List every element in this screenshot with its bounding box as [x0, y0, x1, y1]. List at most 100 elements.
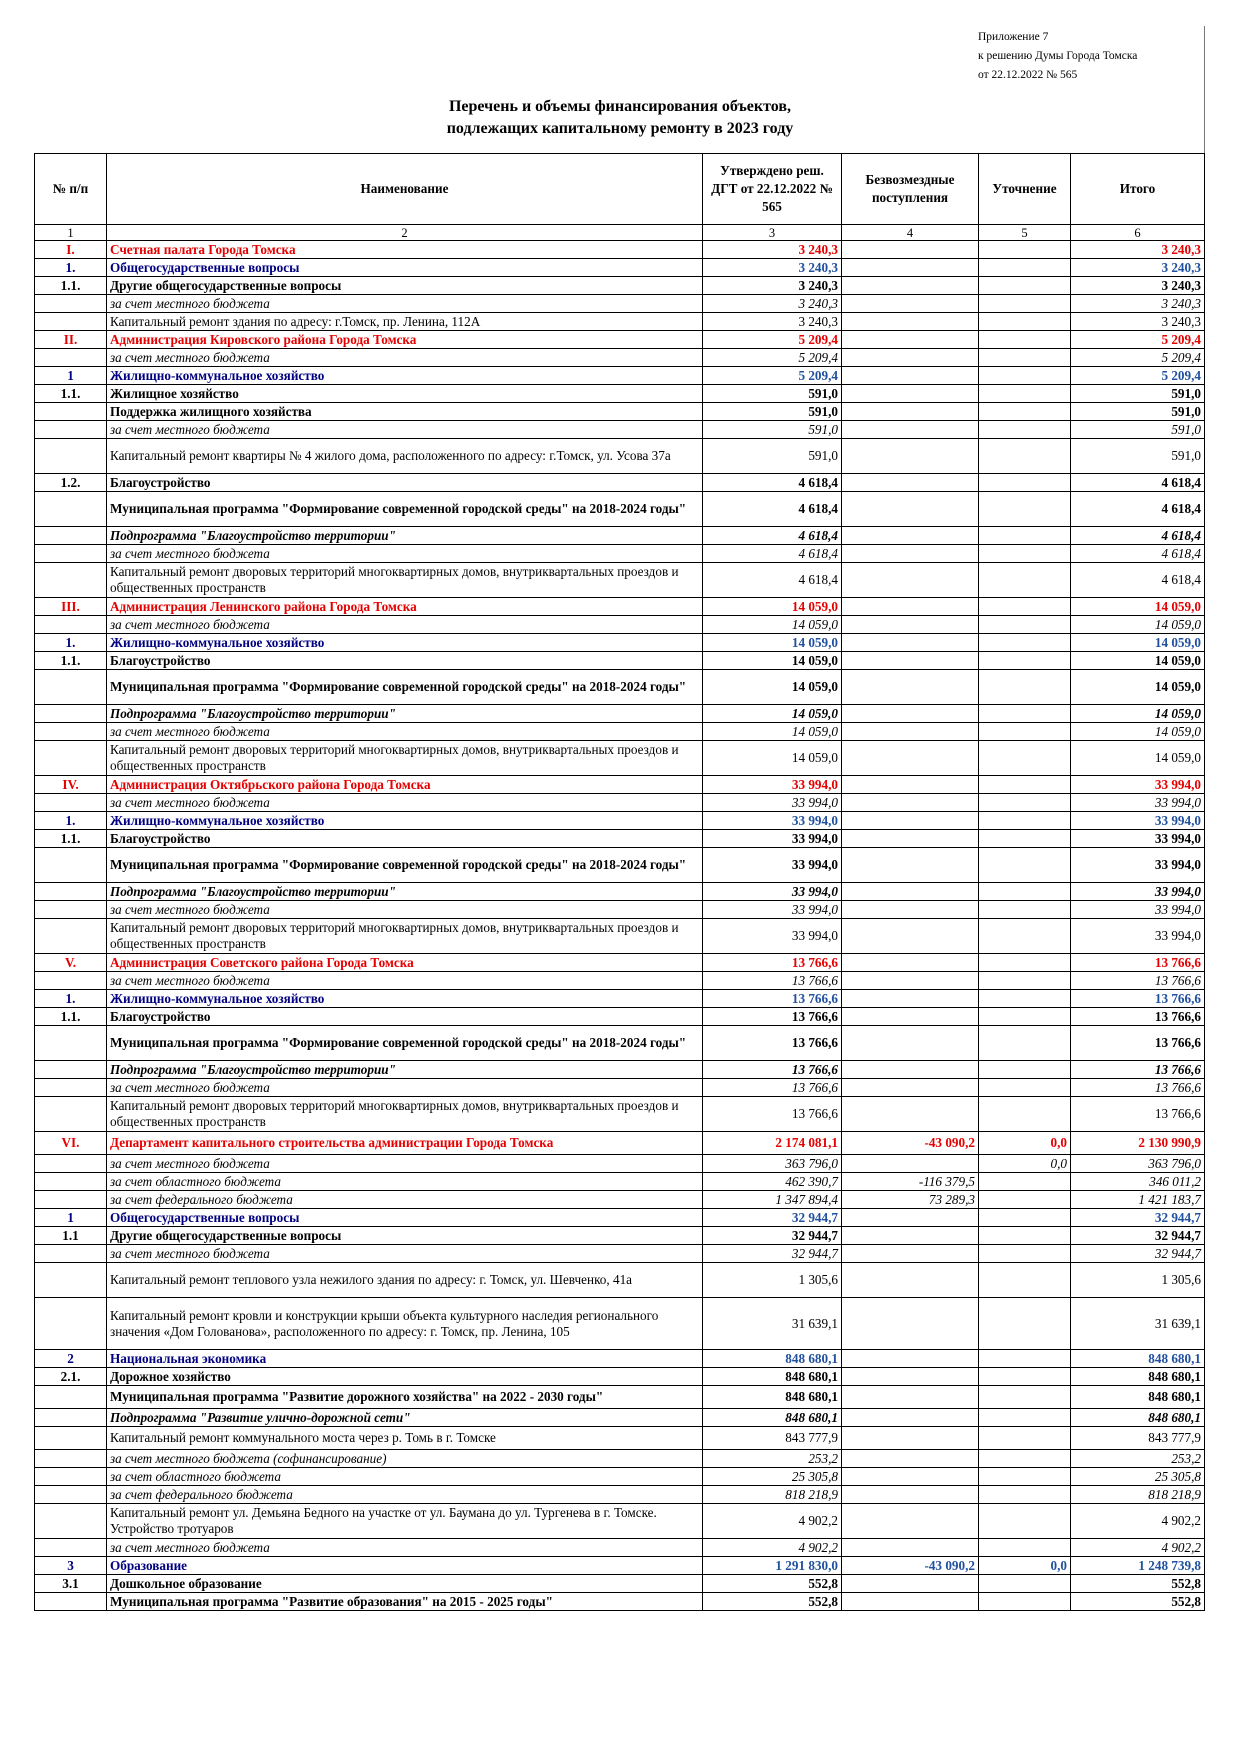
- row-number: 1.1.: [34, 651, 107, 670]
- row-grants: [841, 811, 979, 830]
- table-row: 1.1 Другие общегосударственные вопросы 32 …: [34, 1226, 1205, 1245]
- table-row: Поддержка жилищного хозяйства 591,0 591,0: [34, 402, 1205, 421]
- table-row: 1.1. Благоустройство 14 059,0 14 059,0: [34, 651, 1205, 670]
- row-total: 33 994,0: [1070, 775, 1205, 794]
- row-adjust: [978, 775, 1071, 794]
- row-number: [34, 312, 107, 331]
- row-total: 346 011,2: [1070, 1172, 1205, 1191]
- row-total: 1 421 183,7: [1070, 1190, 1205, 1209]
- row-total: 14 059,0: [1070, 722, 1205, 741]
- row-approved: 14 059,0: [702, 633, 842, 652]
- row-number: [34, 1426, 107, 1450]
- table-row: за счет местного бюджета 5 209,4 5 209,4: [34, 348, 1205, 367]
- row-grants: [841, 330, 979, 349]
- row-approved: 13 766,6: [702, 1025, 842, 1061]
- row-adjust: [978, 1503, 1071, 1539]
- row-approved: 4 902,2: [702, 1538, 842, 1557]
- row-number: [34, 1297, 107, 1350]
- row-adjust: [978, 294, 1071, 313]
- row-number: 1: [34, 366, 107, 385]
- row-adjust: [978, 900, 1071, 919]
- table-row: Капитальный ремонт здания по адресу: г.Т…: [34, 312, 1205, 331]
- row-number: 1.2.: [34, 473, 107, 492]
- row-name: Муниципальная программа "Развитие дорожн…: [106, 1385, 703, 1409]
- row-approved: 13 766,6: [702, 953, 842, 972]
- row-approved: 32 944,7: [702, 1208, 842, 1227]
- row-name: Капитальный ремонт дворовых территорий м…: [106, 918, 703, 954]
- row-approved: 13 766,6: [702, 1060, 842, 1079]
- row-grants: [841, 1244, 979, 1263]
- column-number: 3: [702, 224, 842, 241]
- row-adjust: [978, 651, 1071, 670]
- row-approved: 4 618,4: [702, 473, 842, 492]
- table-row: за счет местного бюджета 33 994,0 33 994,0: [34, 793, 1205, 812]
- row-name: Администрация Октябрьского района Города…: [106, 775, 703, 794]
- table-row: VI. Департамент капитального строительств…: [34, 1131, 1205, 1155]
- row-adjust: [978, 1078, 1071, 1097]
- row-name: Муниципальная программа "Формирование со…: [106, 1025, 703, 1061]
- row-approved: 3 240,3: [702, 312, 842, 331]
- row-adjust: [978, 1060, 1071, 1079]
- row-grants: [841, 615, 979, 634]
- row-name: за счет областного бюджета: [106, 1467, 703, 1486]
- table-row: Подпрограмма "Благоустройство территории…: [34, 1060, 1205, 1079]
- row-number: [34, 740, 107, 776]
- row-total: 14 059,0: [1070, 633, 1205, 652]
- table-row: Муниципальная программа "Формирование со…: [34, 669, 1205, 705]
- row-name: Капитальный ремонт ул. Демьяна Бедного н…: [106, 1503, 703, 1539]
- row-total: 848 680,1: [1070, 1349, 1205, 1368]
- row-approved: 1 291 830,0: [702, 1556, 842, 1575]
- table-row: за счет местного бюджета 14 059,0 14 059,0: [34, 615, 1205, 634]
- row-number: 1.: [34, 989, 107, 1008]
- row-grants: [841, 829, 979, 848]
- row-name: Другие общегосударственные вопросы: [106, 276, 703, 295]
- table-row: Капитальный ремонт ул. Демьяна Бедного н…: [34, 1503, 1205, 1539]
- row-adjust: [978, 1574, 1071, 1593]
- row-name: Благоустройство: [106, 473, 703, 492]
- row-number: [34, 402, 107, 421]
- table-row: за счет местного бюджета 4 902,2 4 902,2: [34, 1538, 1205, 1557]
- row-approved: 13 766,6: [702, 1007, 842, 1026]
- column-number: 5: [978, 224, 1071, 241]
- row-grants: [841, 491, 979, 527]
- title-line-2: подлежащих капитальному ремонту в 2023 г…: [446, 120, 794, 137]
- row-total: 591,0: [1070, 420, 1205, 439]
- row-name: Образование: [106, 1556, 703, 1575]
- table-header-row: № п/п Наименование Утверждено реш. ДГТ о…: [34, 153, 1205, 225]
- table-row: Подпрограмма "Благоустройство территории…: [34, 526, 1205, 545]
- table-row: 1 Жилищно-коммунальное хозяйство 5 209,4 5 …: [34, 366, 1205, 385]
- row-number: [34, 1172, 107, 1191]
- row-approved: 32 944,7: [702, 1244, 842, 1263]
- row-approved: 4 618,4: [702, 526, 842, 545]
- row-total: 4 618,4: [1070, 473, 1205, 492]
- table-row: Капитальный ремонт дворовых территорий м…: [34, 562, 1205, 598]
- table-row: Муниципальная программа "Формирование со…: [34, 491, 1205, 527]
- row-number: [34, 847, 107, 883]
- row-total: 25 305,8: [1070, 1467, 1205, 1486]
- row-approved: 31 639,1: [702, 1297, 842, 1350]
- column-number: 2: [106, 224, 703, 241]
- row-total: 591,0: [1070, 384, 1205, 403]
- row-approved: 5 209,4: [702, 330, 842, 349]
- row-number: [34, 1485, 107, 1504]
- row-grants: [841, 348, 979, 367]
- row-adjust: [978, 384, 1071, 403]
- row-adjust: [978, 811, 1071, 830]
- approval-line-3: от 22.12.2022 № 565: [978, 69, 1078, 81]
- table-row: за счет местного бюджета (софинансирован…: [34, 1449, 1205, 1468]
- row-approved: 848 680,1: [702, 1385, 842, 1409]
- row-total: 13 766,6: [1070, 971, 1205, 990]
- row-name: за счет местного бюджета: [106, 1244, 703, 1263]
- table-row: Подпрограмма "Развитие улично-дорожной с…: [34, 1408, 1205, 1427]
- row-grants: [841, 258, 979, 277]
- row-grants: [841, 597, 979, 616]
- row-total: 843 777,9: [1070, 1426, 1205, 1450]
- row-approved: 13 766,6: [702, 989, 842, 1008]
- row-adjust: [978, 740, 1071, 776]
- column-number: 4: [841, 224, 979, 241]
- row-number: [34, 900, 107, 919]
- row-name: Департамент капитального строительства а…: [106, 1131, 703, 1155]
- column-number: 1: [34, 224, 107, 241]
- row-total: 5 209,4: [1070, 348, 1205, 367]
- row-number: IV.: [34, 775, 107, 794]
